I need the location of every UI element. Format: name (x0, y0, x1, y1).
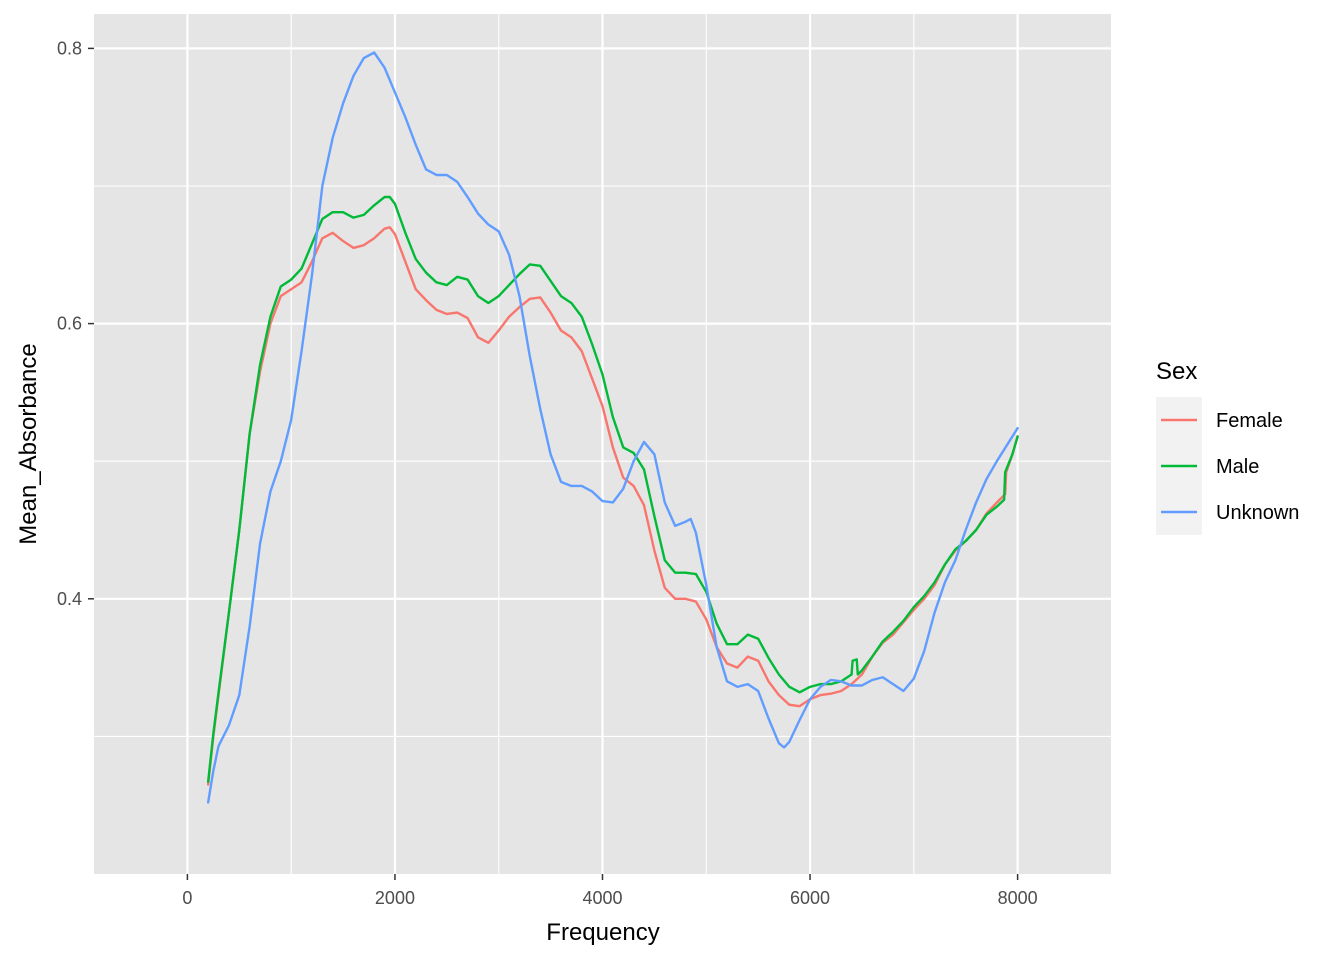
major-gridlines (94, 14, 1111, 874)
series-line-male (206, 195, 1019, 784)
legend-label-female: Female (1216, 410, 1283, 432)
x-tick-label: 8000 (998, 888, 1038, 908)
x-tick-label: 4000 (582, 888, 622, 908)
y-tick-label: 0.6 (57, 314, 82, 334)
series-line-female (206, 226, 1019, 786)
legend-title: Sex (1156, 358, 1197, 385)
x-axis: 0 2000 4000 6000 8000 (182, 874, 1038, 908)
x-tick-label: 6000 (790, 888, 830, 908)
series-line-unknown (206, 51, 1019, 804)
legend-label-male: Male (1216, 456, 1259, 478)
y-axis-title: Mean_Absorbance (15, 343, 42, 544)
y-axis: 0.4 0.6 0.8 (57, 38, 94, 609)
legend-label-unknown: Unknown (1216, 502, 1299, 524)
series-lines (206, 51, 1019, 804)
y-tick-label: 0.8 (57, 38, 82, 58)
y-tick-label: 0.4 (57, 589, 82, 609)
legend: Sex Female Male Unknown (1156, 358, 1299, 535)
x-tick-label: 2000 (375, 888, 415, 908)
x-tick-label: 0 (182, 888, 192, 908)
x-axis-title: Frequency (546, 919, 659, 946)
